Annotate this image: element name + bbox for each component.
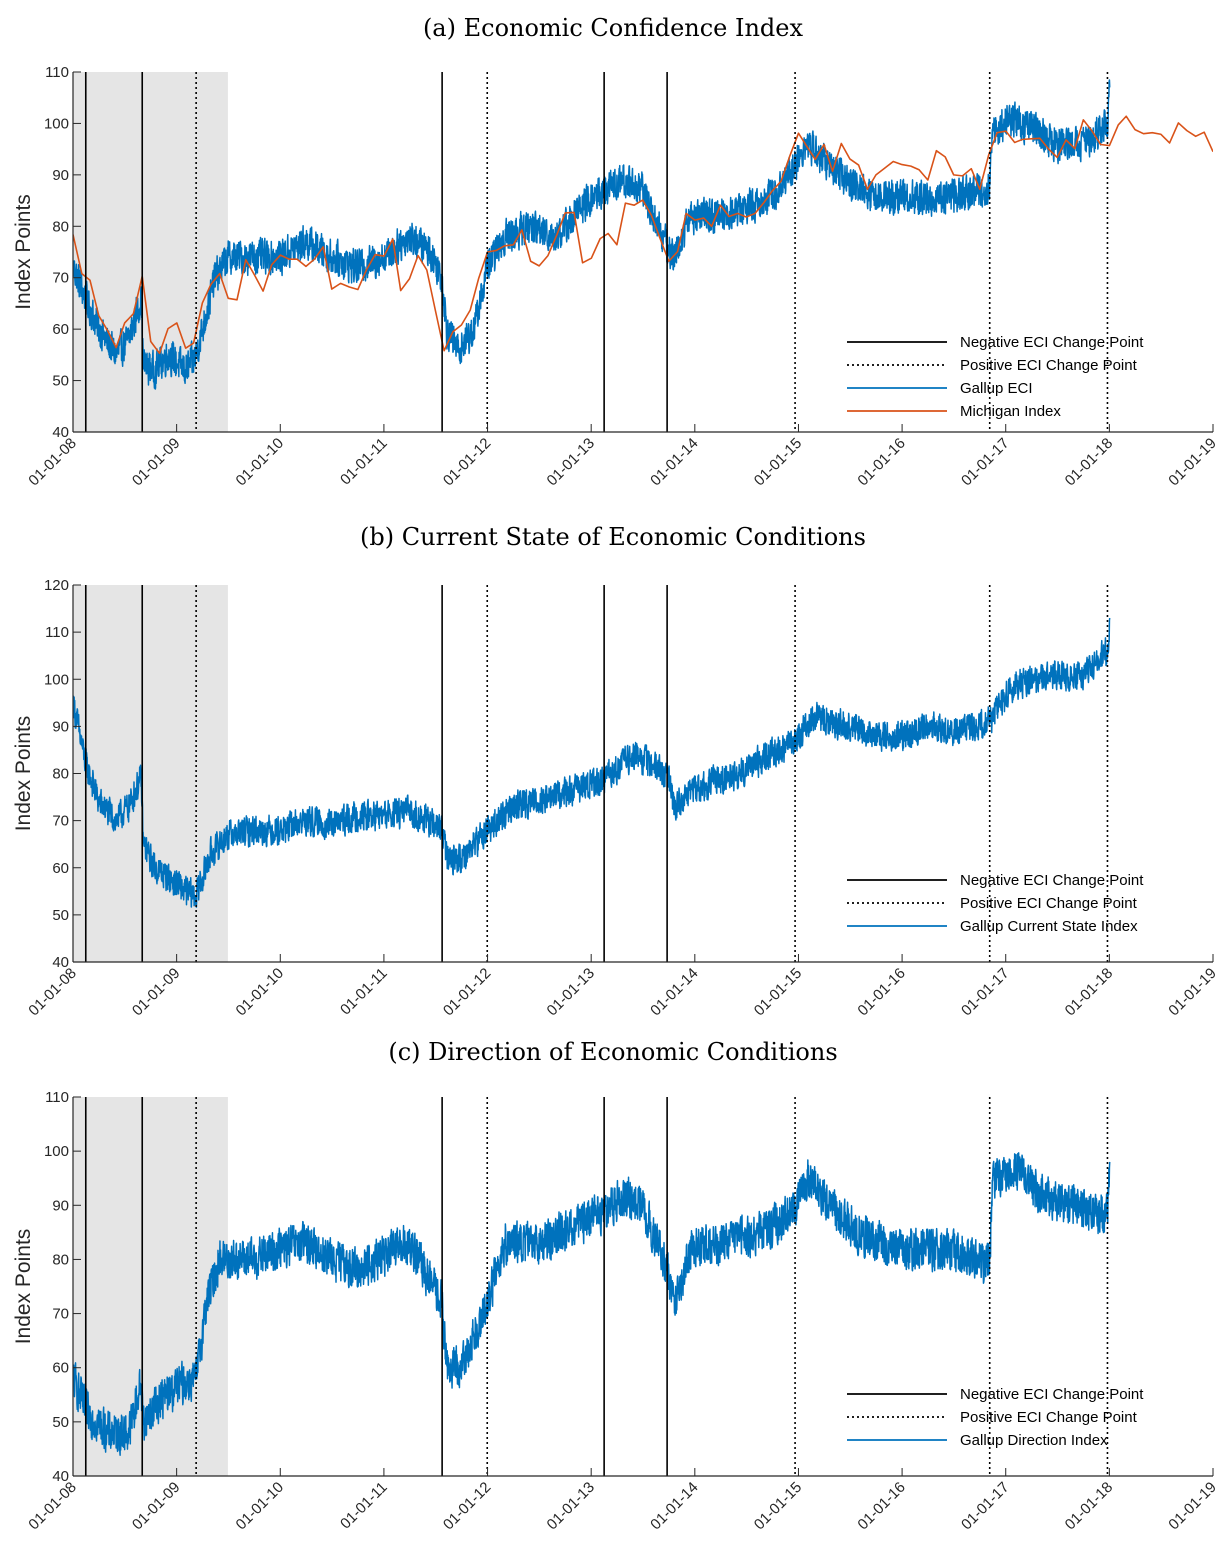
x-tick-label: 01-01-16 (854, 435, 908, 489)
y-tick-label: 40 (52, 1468, 69, 1485)
x-tick-label: 01-01-11 (337, 1479, 391, 1533)
x-tick-label: 01-01-11 (337, 965, 391, 1019)
panel-direction-index: (c) Direction of Economic Conditions 40 50… (12, 1038, 1220, 1533)
y-tick-label: 60 (52, 860, 69, 877)
y-tick-label: 70 (52, 270, 69, 287)
x-tick-label: 01-01-15 (751, 965, 805, 1019)
x-tick-label: 01-01-18 (1062, 435, 1116, 489)
y-tick-label: 50 (52, 373, 69, 390)
y-tick-label: 80 (52, 766, 69, 783)
y-tick-label: 100 (44, 671, 69, 688)
panel-title: (a) Economic Confidence Index (423, 14, 804, 42)
x-tick-label: 01-01-09 (129, 435, 183, 489)
x-tick-label: 01-01-17 (958, 965, 1012, 1019)
x-tick-label: 01-01-19 (1165, 1479, 1219, 1533)
x-tick-label: 01-01-12 (440, 1479, 494, 1533)
y-tick-label: 70 (52, 1306, 69, 1323)
x-tick-label: 01-01-10 (233, 435, 287, 489)
x-tick-label: 01-01-10 (233, 965, 287, 1019)
legend-label: Positive ECI Change Point (960, 357, 1138, 374)
y-axis-label: Index Points (12, 194, 35, 310)
y-tick-label: 100 (44, 1143, 69, 1160)
series-line (73, 115, 1213, 355)
x-tick-label: 01-01-08 (25, 1479, 79, 1533)
x-tick-label: 01-01-16 (854, 1479, 908, 1533)
x-tick-label: 01-01-13 (544, 965, 598, 1019)
x-tick-label: 01-01-08 (25, 965, 79, 1019)
y-axis-label: Index Points (12, 716, 35, 832)
y-tick-label: 110 (45, 624, 69, 641)
y-tick-label: 60 (52, 1360, 69, 1377)
legend-label: Positive ECI Change Point (960, 895, 1138, 912)
x-tick-label: 01-01-15 (751, 435, 805, 489)
x-tick-label: 01-01-19 (1165, 435, 1219, 489)
y-axis-label: Index Points (12, 1229, 35, 1345)
x-tick-label: 01-01-14 (647, 1479, 701, 1533)
x-tick-label: 01-01-18 (1062, 1479, 1116, 1533)
y-tick-label: 80 (52, 218, 69, 235)
y-tick-label: 40 (52, 954, 69, 971)
legend-label: Negative ECI Change Point (960, 334, 1144, 351)
x-tick-label: 01-01-14 (647, 965, 701, 1019)
x-tick-label: 01-01-19 (1165, 965, 1219, 1019)
y-tick-label: 50 (52, 1414, 69, 1431)
x-tick-label: 01-01-15 (751, 1479, 805, 1533)
x-tick-label: 01-01-13 (544, 1479, 598, 1533)
x-tick-label: 01-01-16 (854, 965, 908, 1019)
y-tick-label: 90 (52, 1197, 69, 1214)
x-tick-label: 01-01-09 (129, 965, 183, 1019)
legend-label: Gallup ECI (960, 380, 1033, 397)
legend-label: Negative ECI Change Point (960, 872, 1144, 889)
series-line (73, 1152, 1111, 1456)
x-tick-label: 01-01-11 (337, 435, 391, 489)
legend-label: Gallup Current State Index (960, 918, 1138, 935)
panel-title: (b) Current State of Economic Conditions (360, 523, 866, 551)
x-tick-label: 01-01-14 (647, 435, 701, 489)
y-tick-label: 80 (52, 1251, 69, 1268)
x-tick-label: 01-01-18 (1062, 965, 1116, 1019)
panel-economic-confidence-index: (a) Economic Confidence Index 40 50 60 70 80 9… (12, 14, 1220, 489)
panel-current-state-index: (b) Current State of Economic Conditions… (12, 523, 1220, 1019)
x-tick-label: 01-01-17 (958, 1479, 1012, 1533)
shaded-period (73, 585, 228, 962)
series-line (73, 79, 1111, 390)
y-tick-label: 90 (52, 718, 69, 735)
panel-title: (c) Direction of Economic Conditions (388, 1038, 837, 1066)
y-tick-label: 60 (52, 321, 69, 338)
x-tick-label: 01-01-12 (440, 965, 494, 1019)
legend-label: Michigan Index (960, 403, 1061, 420)
x-tick-label: 01-01-09 (129, 1479, 183, 1533)
y-tick-label: 90 (52, 167, 69, 184)
y-tick-label: 110 (45, 64, 69, 81)
y-tick-label: 100 (44, 115, 69, 132)
x-tick-label: 01-01-12 (440, 435, 494, 489)
y-tick-label: 70 (52, 813, 69, 830)
legend: Negative ECI Change Point Positive ECI Ch… (847, 1386, 1144, 1449)
y-tick-label: 110 (45, 1089, 69, 1106)
y-tick-label: 50 (52, 907, 69, 924)
y-tick-label: 120 (44, 577, 69, 594)
series-line (73, 617, 1111, 908)
x-tick-label: 01-01-08 (25, 435, 79, 489)
x-tick-label: 01-01-13 (544, 435, 598, 489)
x-tick-label: 01-01-10 (233, 1479, 287, 1533)
legend-label: Negative ECI Change Point (960, 1386, 1144, 1403)
x-tick-label: 01-01-17 (958, 435, 1012, 489)
legend-label: Positive ECI Change Point (960, 1409, 1138, 1426)
legend: Negative ECI Change Point Positive ECI Ch… (847, 334, 1144, 420)
y-tick-label: 40 (52, 424, 69, 441)
legend-label: Gallup Direction Index (960, 1432, 1108, 1449)
legend: Negative ECI Change Point Positive ECI Ch… (847, 872, 1144, 935)
